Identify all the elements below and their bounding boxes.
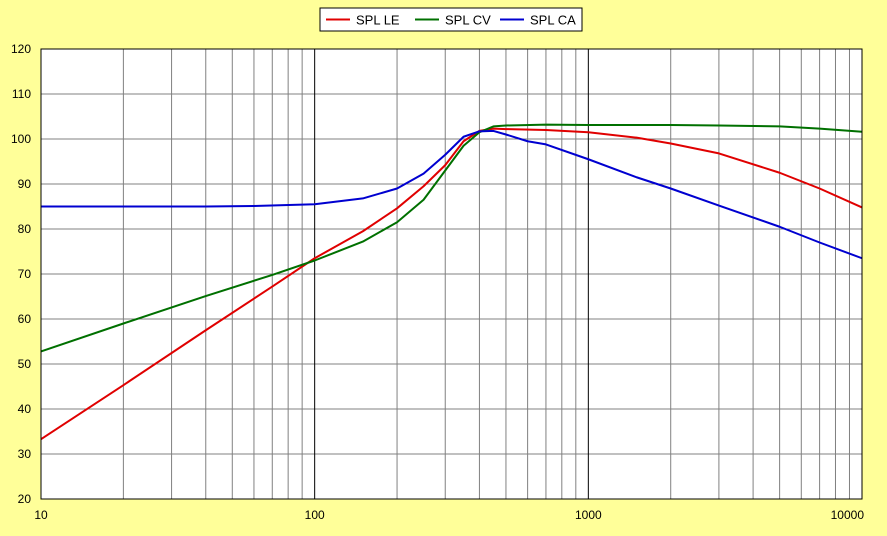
legend-label: SPL CA <box>530 13 576 28</box>
y-tick-label: 40 <box>18 402 32 416</box>
y-tick-label: 30 <box>18 447 32 461</box>
y-tick-label: 60 <box>18 312 32 326</box>
legend-box <box>319 7 583 32</box>
legend-label: SPL LE <box>356 13 400 28</box>
y-tick-label: 70 <box>18 267 32 281</box>
grid-major <box>314 49 589 499</box>
series-line-spl-cv <box>40 123 863 353</box>
y-tick-label: 80 <box>18 222 32 236</box>
y-tick-label: 120 <box>11 42 31 56</box>
plot-border <box>40 48 863 500</box>
y-axis-tick-labels: 20 30 40 50 60 70 80 90 100 110 120 <box>11 42 31 506</box>
series-line-spl-ca <box>41 129 863 260</box>
x-tick-label: 1000 <box>575 508 602 522</box>
x-axis-tick-labels: 10 100 1000 10000 <box>34 508 864 522</box>
x-tick-label: 100 <box>305 508 325 522</box>
y-tick-label: 100 <box>11 132 31 146</box>
y-tick-label: 20 <box>18 492 32 506</box>
legend-label: SPL CV <box>445 13 491 28</box>
y-tick-label: 110 <box>12 87 31 101</box>
x-tick-label: 10000 <box>831 508 865 522</box>
y-tick-label: 90 <box>18 177 32 191</box>
y-tick-label: 50 <box>18 357 32 371</box>
x-tick-label: 10 <box>34 508 48 522</box>
series-lines <box>40 123 863 440</box>
legend: SPL LE SPL CV SPL CA <box>319 7 583 32</box>
